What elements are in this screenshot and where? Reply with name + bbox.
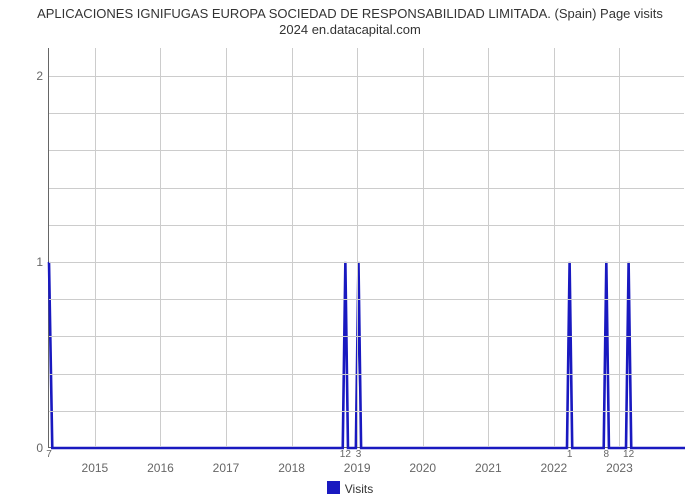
y-tick-label: 1 — [36, 255, 43, 269]
y-tick-label: 2 — [36, 69, 43, 83]
gridline-v — [488, 48, 489, 447]
x-tick-label: 2017 — [213, 461, 240, 475]
x-tick-label: 2020 — [409, 461, 436, 475]
gridline-v — [160, 48, 161, 447]
chart-title: APLICACIONES IGNIFUGAS EUROPA SOCIEDAD D… — [0, 0, 700, 39]
gridline-v — [357, 48, 358, 447]
gridline-h — [49, 76, 684, 77]
y-tick-label: 0 — [36, 441, 43, 455]
gridline-v — [554, 48, 555, 447]
gridline-h — [49, 188, 684, 189]
legend: Visits — [0, 481, 700, 496]
x-tick-label: 2018 — [278, 461, 305, 475]
legend-swatch — [327, 481, 340, 494]
point-label: 8 — [604, 449, 610, 460]
gridline-h — [49, 411, 684, 412]
gridline-h — [49, 374, 684, 375]
point-label: 3 — [356, 449, 362, 460]
gridline-v — [292, 48, 293, 447]
x-tick-label: 2021 — [475, 461, 502, 475]
gridline-h — [49, 113, 684, 114]
legend-label: Visits — [345, 482, 373, 496]
gridline-h — [49, 299, 684, 300]
gridline-v — [226, 48, 227, 447]
point-label: 12 — [340, 449, 351, 460]
gridline-h — [49, 225, 684, 226]
x-tick-label: 2022 — [541, 461, 568, 475]
gridline-h — [49, 262, 684, 263]
series-line — [49, 262, 685, 448]
point-label: 7 — [46, 449, 52, 460]
x-tick-label: 2015 — [82, 461, 109, 475]
chart-container: APLICACIONES IGNIFUGAS EUROPA SOCIEDAD D… — [0, 0, 700, 500]
gridline-v — [95, 48, 96, 447]
gridline-v — [423, 48, 424, 447]
x-tick-label: 2023 — [606, 461, 633, 475]
gridline-v — [619, 48, 620, 447]
plot-area: 0122015201620172018201920202021202220237… — [48, 48, 684, 448]
series-layer — [49, 48, 685, 448]
x-tick-label: 2019 — [344, 461, 371, 475]
gridline-h — [49, 150, 684, 151]
gridline-h — [49, 336, 684, 337]
x-tick-label: 2016 — [147, 461, 174, 475]
point-label: 1 — [567, 449, 573, 460]
point-label: 12 — [623, 449, 634, 460]
